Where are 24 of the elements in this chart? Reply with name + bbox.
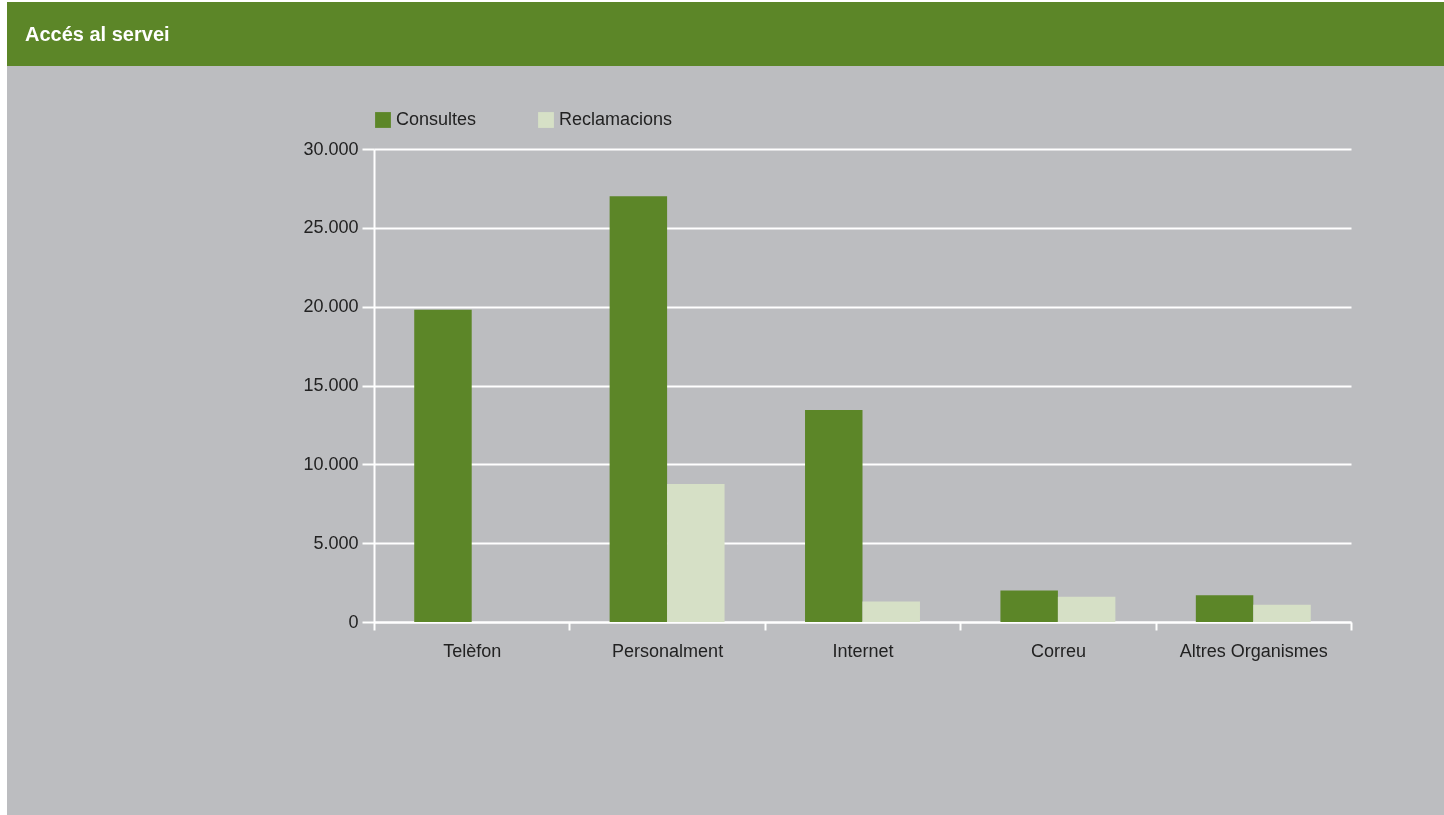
x-tick-label: Internet	[832, 640, 894, 661]
bar	[1253, 604, 1311, 622]
x-tick-label: Telèfon	[443, 640, 502, 661]
y-tick-label: 10.000	[303, 453, 359, 474]
y-tick-label: 15.000	[303, 375, 359, 395]
x-tick-label: Altres Organismes	[1179, 640, 1328, 661]
y-tick-label: 20.000	[303, 296, 359, 317]
y-tick-label: 25.000	[303, 217, 359, 238]
y-tick-label: 5.000	[313, 532, 359, 553]
bar	[1057, 596, 1116, 622]
legend-label: Consultes	[396, 109, 477, 129]
bar	[1195, 595, 1254, 622]
x-tick-label: Personalment	[612, 640, 724, 661]
x-tick-label: Correu	[1030, 640, 1086, 661]
bar	[667, 484, 725, 622]
bar	[805, 409, 863, 622]
y-tick-label: 30.000	[303, 138, 359, 159]
y-tick-label: 0	[348, 611, 359, 632]
text: Accés al servei	[7, 2, 1444, 66]
bar	[1000, 590, 1058, 622]
bar	[862, 601, 920, 622]
bar	[609, 196, 668, 622]
bar	[414, 309, 472, 622]
legend-label: Reclamacions	[559, 109, 673, 129]
